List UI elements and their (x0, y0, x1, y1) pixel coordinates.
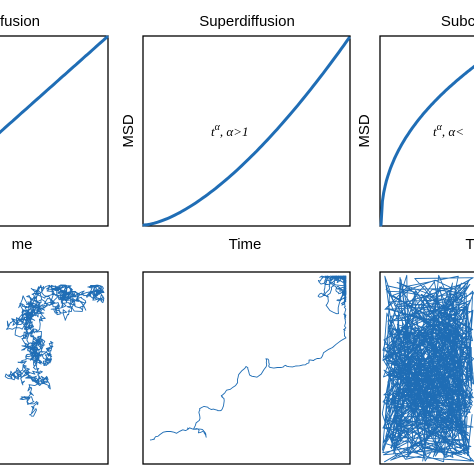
panel-title-super: Superdiffusion (199, 13, 295, 30)
xlabel-super: Time (229, 236, 262, 253)
panel-frame-sub (379, 35, 474, 227)
xlabel-sub: T (465, 236, 474, 253)
walk-frame-super (142, 271, 351, 465)
annotation-base-super: t (211, 124, 215, 139)
annotation-cond-sub: , α< (442, 124, 464, 139)
random-walk-super (149, 275, 347, 441)
random-walk-normal (4, 284, 105, 417)
annotation-base-sub: t (433, 124, 437, 139)
xlabel-normal: me (12, 236, 33, 253)
annotation-sub: tα, α< (433, 122, 464, 139)
walk-frame-normal (0, 271, 109, 465)
walk-frame-sub (379, 271, 474, 465)
msd-curve-super (142, 36, 351, 227)
annotation-super: tα, α>1 (211, 122, 248, 139)
msd-curve-normal (0, 35, 109, 135)
ylabel-super: MSD (120, 114, 137, 148)
panel-frame-normal (0, 35, 109, 227)
panel-title-sub: Subc (441, 13, 474, 30)
annotation-cond-super: , α>1 (220, 124, 249, 139)
panel-frame-super (142, 35, 351, 227)
panel-title-normal: fusion (0, 13, 40, 30)
annotation-exp-sub: α (437, 122, 443, 133)
random-walk-sub (381, 274, 474, 463)
annotation-exp-super: α (215, 122, 221, 133)
msd-curve-sub (379, 64, 474, 227)
ylabel-sub: MSD (356, 114, 373, 148)
